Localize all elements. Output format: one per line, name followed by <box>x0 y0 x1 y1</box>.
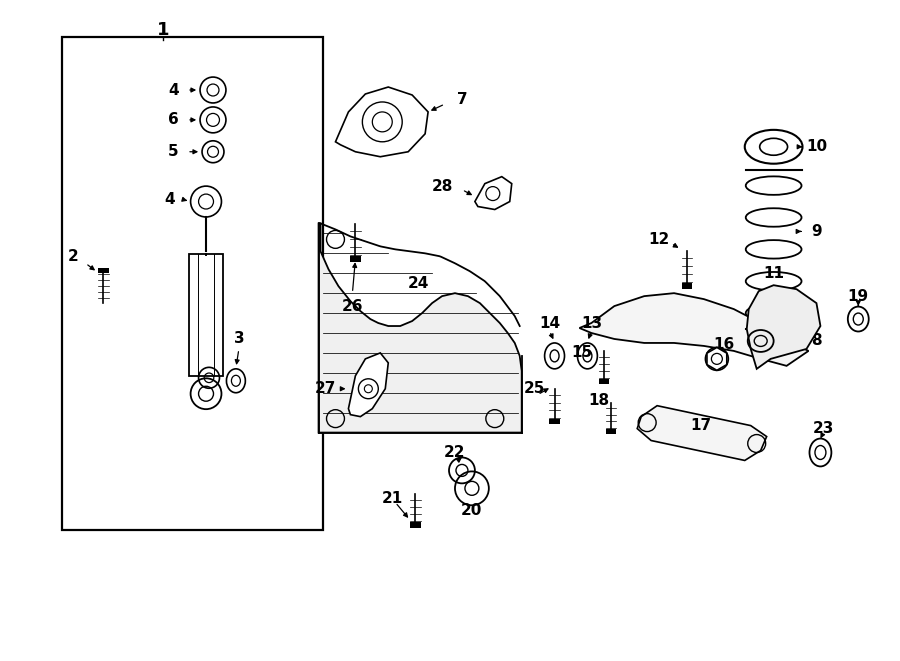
Text: 19: 19 <box>848 289 868 303</box>
Polygon shape <box>580 293 808 366</box>
Polygon shape <box>707 348 727 370</box>
Text: 7: 7 <box>456 93 467 108</box>
Text: 5: 5 <box>168 144 178 159</box>
Text: 1: 1 <box>157 21 169 39</box>
Bar <box>61 37 322 530</box>
Text: 22: 22 <box>445 445 465 460</box>
Text: 16: 16 <box>713 337 734 352</box>
Bar <box>98 268 109 273</box>
Text: 12: 12 <box>649 232 670 247</box>
Text: 18: 18 <box>589 393 610 408</box>
Bar <box>607 428 616 434</box>
Text: 15: 15 <box>571 346 592 360</box>
Text: 3: 3 <box>234 331 244 346</box>
Bar <box>549 418 560 424</box>
Bar <box>410 522 420 527</box>
Text: 25: 25 <box>524 381 545 396</box>
Text: 21: 21 <box>382 490 403 506</box>
Polygon shape <box>348 353 388 416</box>
Text: 24: 24 <box>408 276 428 291</box>
Bar <box>189 254 223 376</box>
Text: 11: 11 <box>763 266 784 281</box>
Polygon shape <box>319 223 522 432</box>
Polygon shape <box>336 87 428 157</box>
Polygon shape <box>637 406 767 461</box>
Text: 26: 26 <box>342 299 364 313</box>
Text: 17: 17 <box>690 418 712 433</box>
Text: 13: 13 <box>580 315 602 330</box>
Polygon shape <box>475 176 512 210</box>
Text: 23: 23 <box>813 421 834 436</box>
Text: 10: 10 <box>806 139 827 154</box>
Polygon shape <box>747 285 821 369</box>
Text: 4: 4 <box>164 192 175 207</box>
Text: 4: 4 <box>168 83 178 98</box>
Text: 28: 28 <box>431 179 453 194</box>
Text: 27: 27 <box>315 381 337 396</box>
Bar <box>599 379 609 384</box>
Text: 9: 9 <box>811 224 822 239</box>
Bar <box>350 256 361 262</box>
Text: 2: 2 <box>68 249 79 264</box>
Text: 6: 6 <box>167 112 178 128</box>
Bar <box>681 283 692 289</box>
Text: 20: 20 <box>461 503 482 518</box>
Text: 8: 8 <box>811 333 822 348</box>
Text: 14: 14 <box>539 315 560 330</box>
